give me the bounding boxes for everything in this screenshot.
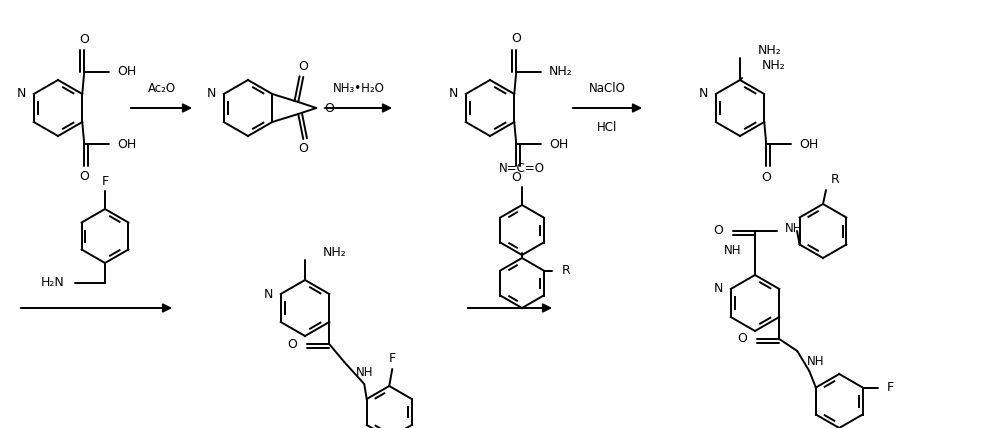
Text: F: F (101, 175, 109, 187)
Text: R: R (831, 173, 840, 187)
Text: R: R (562, 264, 570, 277)
Text: H₂N: H₂N (41, 276, 65, 289)
Text: NH₂: NH₂ (762, 59, 786, 72)
Text: F: F (887, 381, 894, 394)
Text: O: O (287, 338, 297, 351)
Text: N: N (713, 282, 723, 295)
Text: O: O (737, 333, 747, 345)
Text: OH: OH (117, 65, 136, 78)
Text: O: O (79, 169, 89, 182)
Text: F: F (389, 353, 396, 366)
Text: NH: NH (785, 223, 802, 235)
Text: N: N (698, 87, 708, 101)
Text: O: O (713, 225, 723, 238)
Text: O: O (324, 101, 334, 115)
Text: NH₃•H₂O: NH₃•H₂O (333, 82, 384, 95)
Text: NH: NH (724, 244, 741, 258)
Text: N: N (263, 288, 273, 300)
Text: O: O (511, 33, 521, 45)
Text: N: N (16, 87, 26, 101)
Text: OH: OH (549, 137, 568, 151)
Text: N: N (448, 87, 458, 101)
Text: HCl: HCl (597, 121, 618, 134)
Text: O: O (79, 33, 89, 47)
Text: O: O (298, 143, 308, 155)
Text: NH₂: NH₂ (323, 246, 347, 259)
Text: OH: OH (117, 137, 136, 151)
Text: O: O (511, 170, 521, 184)
Text: NH: NH (807, 355, 825, 368)
Text: NH: NH (356, 366, 374, 379)
Text: NH₂: NH₂ (549, 65, 573, 78)
Text: OH: OH (799, 137, 818, 151)
Text: O: O (761, 170, 771, 184)
Text: NaClO: NaClO (589, 82, 626, 95)
Text: N: N (206, 87, 216, 101)
Text: O: O (298, 60, 308, 74)
Text: Ac₂O: Ac₂O (147, 82, 176, 95)
Text: NH₂: NH₂ (758, 44, 782, 56)
Text: N=C=O: N=C=O (499, 163, 545, 175)
